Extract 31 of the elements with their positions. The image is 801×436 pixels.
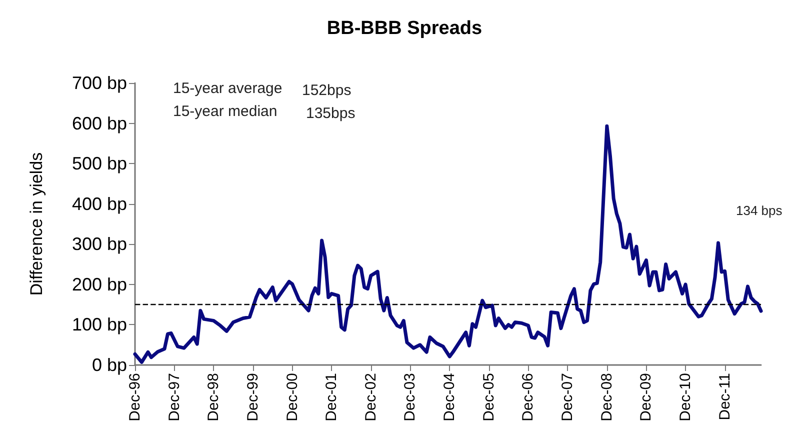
x-tick-label: Dec-96 <box>126 373 144 422</box>
annotation: 15-year average <box>173 80 282 97</box>
annotation: 135bps <box>306 105 356 122</box>
x-tick-label: Dec-05 <box>480 373 498 422</box>
x-tick-label: Dec-09 <box>638 373 655 422</box>
x-tick-label: Dec-00 <box>284 373 301 422</box>
annotation: 134 bps <box>736 203 783 218</box>
x-tick-label: Dec-10 <box>677 373 694 422</box>
y-axis-title: Difference in yields <box>27 152 46 296</box>
y-tick-label: 200 bp <box>72 274 127 294</box>
x-tick-label: Dec-99 <box>244 373 262 422</box>
y-tick-label: 700 bp <box>72 73 127 93</box>
chart-title: BB-BBB Spreads <box>326 18 482 39</box>
y-tick-label: 400 bp <box>72 194 127 214</box>
y-tick-label: 0 bp <box>92 355 127 375</box>
x-tick-label: Dec-11 <box>716 373 734 420</box>
x-tick-label: Dec-98 <box>205 373 222 422</box>
x-tick-label: Dec-03 <box>402 373 419 422</box>
x-tick-label: Dec-04 <box>441 373 458 422</box>
x-tick-label: Dec-02 <box>362 373 380 422</box>
annotation: 152bps <box>302 82 352 99</box>
y-tick-label: 100 bp <box>72 314 127 335</box>
y-tick-label: 500 bp <box>72 154 127 174</box>
x-tick-label: Dec-07 <box>559 373 576 422</box>
x-tick-label: Dec-97 <box>166 373 183 422</box>
annotation: 15-year median <box>173 103 278 120</box>
x-tick-label: Dec-06 <box>520 373 537 422</box>
x-tick-label: Dec-01 <box>323 373 340 422</box>
x-tick-label: Dec-08 <box>598 373 616 422</box>
y-tick-label: 600 bp <box>72 113 127 134</box>
y-tick-label: 300 bp <box>72 234 127 254</box>
